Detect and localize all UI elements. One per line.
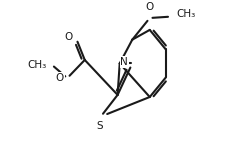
Text: S: S <box>97 122 104 131</box>
Text: O: O <box>55 73 64 83</box>
Text: CH₃: CH₃ <box>27 60 46 70</box>
Text: CH₃: CH₃ <box>176 9 196 19</box>
Text: O: O <box>146 2 154 12</box>
Text: N: N <box>120 57 128 67</box>
Text: O: O <box>65 32 73 42</box>
